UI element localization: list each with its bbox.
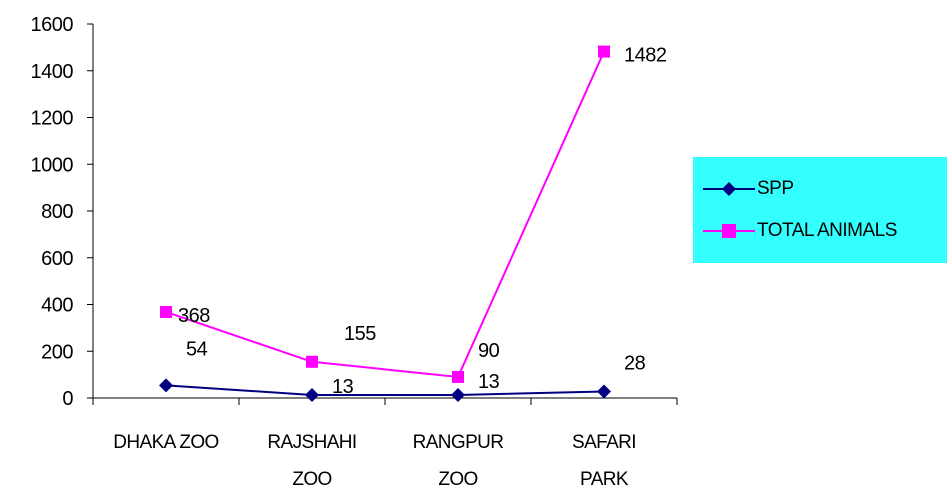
- y-tick-label: 600: [41, 248, 73, 270]
- legend-item-total-animals: TOTAL ANIMALS: [703, 220, 897, 241]
- y-tick-label: 1400: [31, 61, 74, 83]
- y-tick-label: 0: [62, 388, 73, 410]
- series-marker-total-animals: [598, 45, 610, 58]
- data-label: 1482: [624, 45, 667, 67]
- legend-label-spp: SPP: [757, 178, 794, 199]
- y-tick-label: 200: [41, 341, 73, 363]
- y-tick-label: 400: [41, 295, 73, 317]
- x-tick-label-line: RANGPUR: [413, 432, 504, 453]
- series-marker-total-animals: [452, 370, 464, 383]
- x-tick-label-line: SAFARI: [572, 432, 636, 453]
- chart-axes: [92, 24, 677, 399]
- x-tick-label-line: RAJSHAHI: [267, 432, 356, 453]
- series-line-1: [165, 51, 605, 379]
- y-tick-label: 800: [41, 201, 73, 223]
- x-tick-label: DHAKA ZOO: [113, 432, 218, 453]
- data-label: 28: [624, 352, 646, 374]
- legend-item-spp: SPP: [703, 178, 794, 199]
- data-label: 13: [332, 376, 354, 398]
- chart-series: [159, 45, 611, 402]
- x-tick-label-line: PARK: [580, 469, 629, 490]
- x-tick-label: RAJSHAHI ZOO: [267, 432, 356, 490]
- legend-marker-spp: [703, 182, 755, 196]
- data-label: 54: [186, 338, 208, 360]
- x-tick-label: SAFARI PARK: [572, 432, 636, 490]
- series-marker-spp: [159, 378, 173, 393]
- x-tick-label-line: DHAKA ZOO: [113, 432, 218, 453]
- series-marker-spp: [597, 384, 611, 399]
- y-tick-label: 1600: [31, 14, 74, 36]
- series-marker-total-animals: [160, 305, 172, 318]
- data-label: 155: [344, 323, 376, 345]
- series-line-0: [165, 384, 605, 396]
- y-tick-label: 1000: [31, 154, 74, 176]
- data-label: 368: [178, 305, 210, 327]
- legend-label-total-animals: TOTAL ANIMALS: [757, 220, 897, 241]
- data-label: 13: [478, 371, 500, 393]
- data-labels: 54 13 13 28 368 155 90 1482: [178, 45, 667, 398]
- data-label: 90: [478, 340, 500, 362]
- chart-legend: SPP TOTAL ANIMALS: [693, 157, 947, 263]
- x-tick-label-line: ZOO: [438, 469, 477, 490]
- x-axis-ticks: DHAKA ZOO RAJSHAHI ZOO RANGPUR ZOO SAFARI PARK: [92, 398, 678, 490]
- series-marker-spp: [305, 387, 319, 402]
- y-tick-label: 1200: [31, 108, 74, 130]
- y-axis-ticks: 0 200 400 600 800 1000 1200 1400 1600: [31, 14, 93, 410]
- x-tick-label: RANGPUR ZOO: [413, 432, 504, 490]
- series-marker-spp: [451, 387, 465, 402]
- series-marker-total-animals: [306, 355, 318, 368]
- x-tick-label-line: ZOO: [292, 469, 331, 490]
- legend-marker-total-animals: [703, 224, 755, 238]
